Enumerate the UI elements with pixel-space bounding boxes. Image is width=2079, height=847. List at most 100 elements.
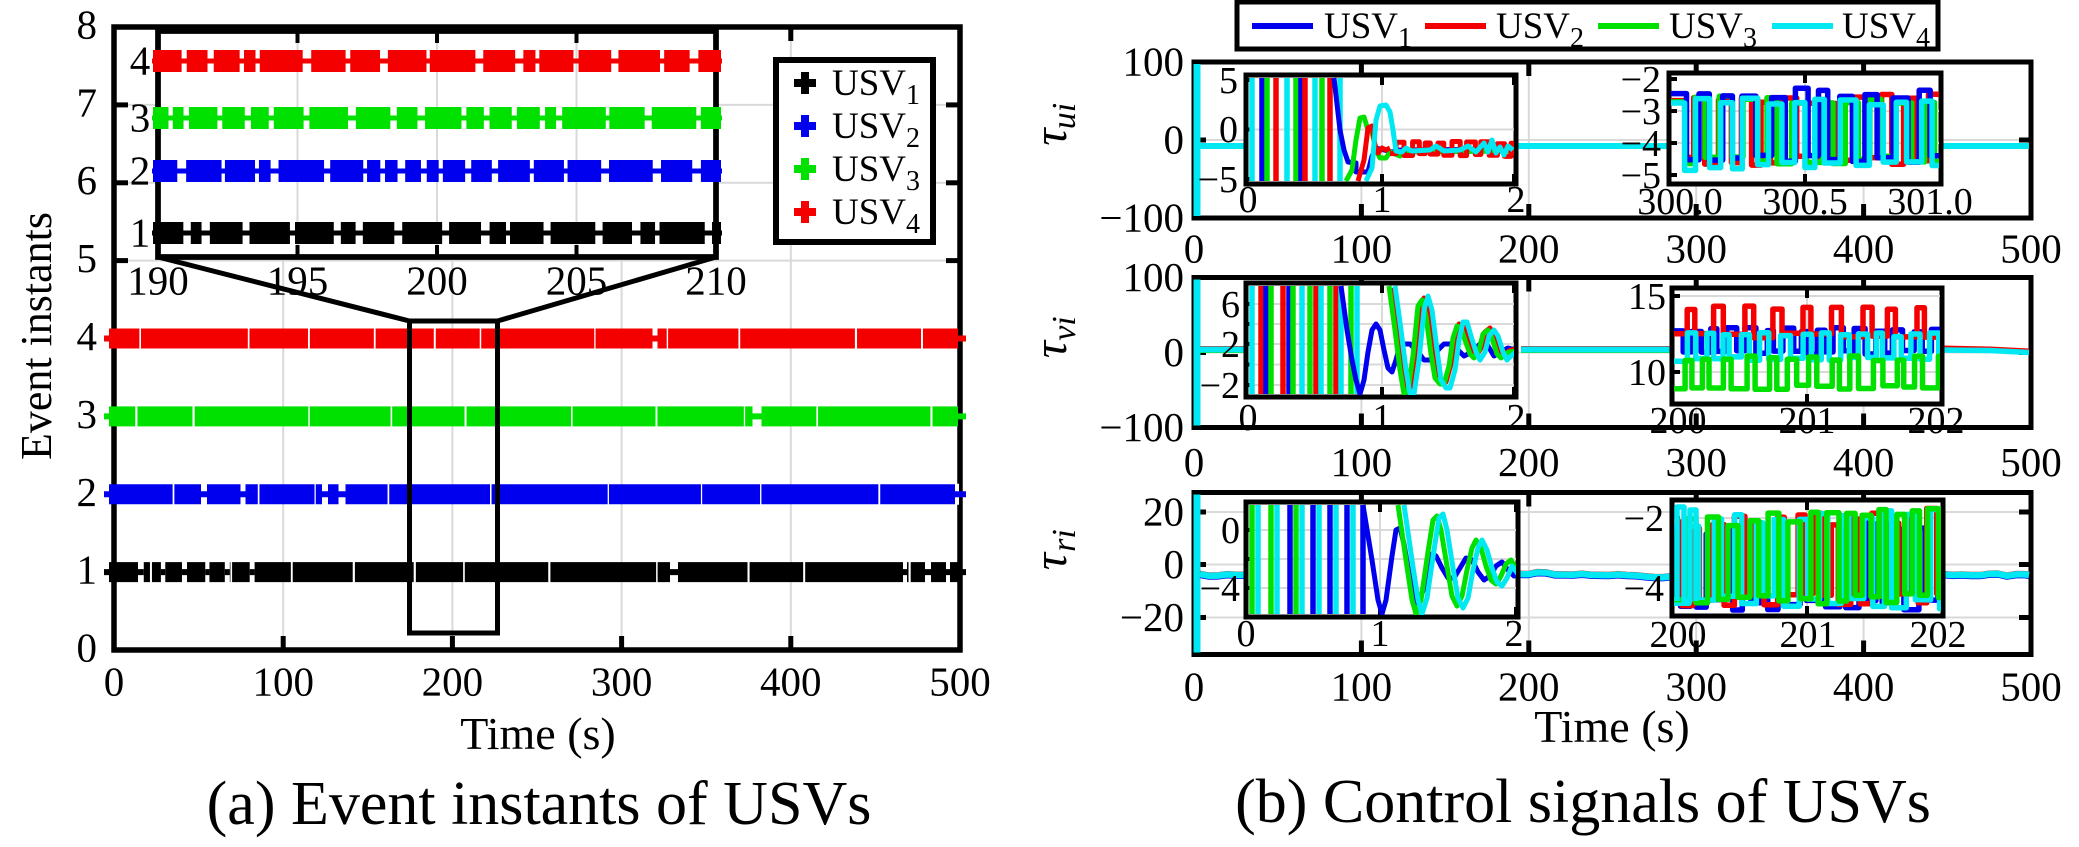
svg-text:0: 0 [1164,117,1185,163]
svg-text:1: 1 [1371,613,1390,655]
svg-text:Event instants: Event instants [12,212,61,460]
svg-text:500: 500 [2000,439,2062,485]
svg-text:−2: −2 [1624,498,1664,540]
svg-text:210: 210 [685,258,747,304]
svg-text:1: 1 [1373,179,1392,221]
svg-text:6: 6 [1221,284,1240,326]
svg-text:10: 10 [1628,352,1666,394]
svg-text:4: 4 [77,313,98,359]
svg-text:USV2: USV2 [832,106,920,154]
svg-text:201: 201 [1779,400,1836,442]
svg-text:100: 100 [1123,254,1185,300]
svg-text:0: 0 [1164,541,1185,587]
svg-text:301.0: 301.0 [1887,181,1973,223]
svg-text:2: 2 [130,148,151,194]
svg-text:195: 195 [267,258,329,304]
svg-text:Time (s): Time (s) [1534,701,1690,752]
svg-text:2: 2 [77,469,98,515]
svg-text:300.5: 300.5 [1762,181,1848,223]
svg-text:1: 1 [1373,397,1392,439]
svg-text:−2: −2 [1200,365,1240,407]
svg-text:500: 500 [929,659,991,705]
svg-text:USV1: USV1 [832,63,920,111]
svg-text:0: 0 [1184,226,1205,272]
svg-text:τ: τ [1024,127,1077,146]
svg-text:−4: −4 [1200,568,1240,610]
svg-text:USV3: USV3 [1669,6,1757,54]
svg-text:−3: −3 [1621,91,1661,133]
svg-text:20: 20 [1143,489,1184,535]
svg-text:−4: −4 [1621,123,1661,165]
svg-text:300.0: 300.0 [1637,181,1723,223]
svg-text:−100: −100 [1099,195,1184,241]
svg-text:2: 2 [1507,397,1526,439]
svg-text:500: 500 [2000,226,2062,272]
svg-text:1: 1 [130,210,151,256]
svg-text:300: 300 [591,659,653,705]
svg-text:USV2: USV2 [1496,6,1584,54]
svg-text:0: 0 [1219,109,1238,151]
svg-text:15: 15 [1628,276,1666,318]
svg-text:2: 2 [1505,613,1524,655]
svg-text:USV1: USV1 [1324,6,1412,54]
svg-text:Time (s): Time (s) [460,708,616,759]
svg-text:(b) Control signals of USVs: (b) Control signals of USVs [1235,768,1931,836]
svg-text:0: 0 [1164,329,1185,375]
svg-text:400: 400 [1833,226,1895,272]
svg-text:0: 0 [1239,179,1258,221]
svg-text:−20: −20 [1120,594,1184,640]
svg-text:1: 1 [77,547,98,593]
svg-text:400: 400 [1833,664,1895,710]
svg-text:500: 500 [2000,664,2062,710]
svg-text:−5: −5 [1198,159,1238,201]
svg-text:200: 200 [1650,400,1707,442]
svg-text:0: 0 [77,625,98,671]
svg-text:100: 100 [1331,664,1393,710]
svg-text:8: 8 [77,2,98,48]
svg-text:6: 6 [77,157,98,203]
svg-text:ri: ri [1046,529,1083,552]
svg-text:100: 100 [1331,226,1393,272]
svg-text:USV4: USV4 [1842,6,1930,54]
svg-text:300: 300 [1665,664,1727,710]
svg-text:−2: −2 [1621,59,1661,101]
svg-text:0: 0 [1239,397,1258,439]
svg-text:0: 0 [104,659,125,705]
svg-text:201: 201 [1780,614,1837,656]
svg-text:vi: vi [1046,316,1083,341]
svg-text:5: 5 [1219,60,1238,102]
svg-text:200: 200 [406,258,468,304]
svg-text:300: 300 [1665,439,1727,485]
svg-text:0: 0 [1237,613,1256,655]
svg-text:τ: τ [1024,339,1077,358]
svg-text:7: 7 [77,79,98,125]
svg-text:100: 100 [1123,39,1185,85]
svg-text:200: 200 [1498,664,1560,710]
svg-text:USV3: USV3 [832,149,920,197]
svg-text:(a) Event instants of USVs: (a) Event instants of USVs [207,770,872,838]
svg-text:−5: −5 [1621,155,1661,197]
svg-text:190: 190 [127,258,189,304]
svg-text:τ: τ [1024,551,1077,570]
svg-text:100: 100 [1331,439,1393,485]
svg-text:0: 0 [1184,664,1205,710]
svg-text:200: 200 [1498,439,1560,485]
svg-text:200: 200 [1650,614,1707,656]
svg-text:USV4: USV4 [832,192,920,240]
svg-text:2: 2 [1221,324,1240,366]
svg-text:0: 0 [1184,439,1205,485]
svg-text:200: 200 [1498,226,1560,272]
svg-text:202: 202 [1908,400,1965,442]
svg-text:200: 200 [422,659,484,705]
svg-text:205: 205 [546,258,608,304]
svg-text:300: 300 [1665,226,1727,272]
svg-text:2: 2 [1507,179,1526,221]
svg-text:202: 202 [1910,614,1967,656]
svg-text:−100: −100 [1099,404,1184,450]
svg-text:3: 3 [77,391,98,437]
svg-text:4: 4 [130,38,151,84]
svg-text:400: 400 [1833,439,1895,485]
svg-text:5: 5 [77,235,98,281]
svg-text:100: 100 [252,659,314,705]
svg-text:−4: −4 [1624,568,1664,610]
